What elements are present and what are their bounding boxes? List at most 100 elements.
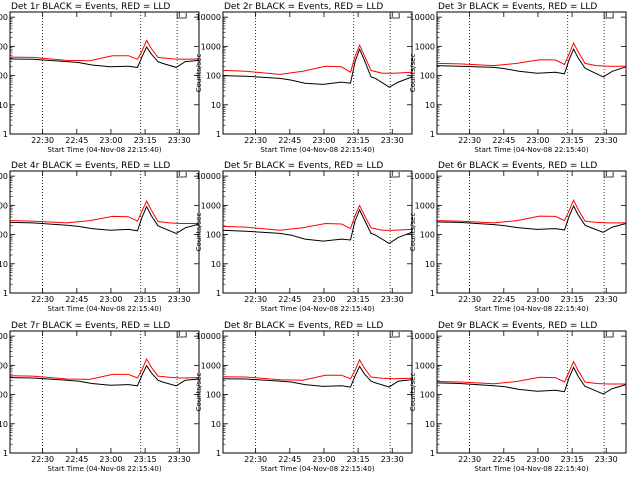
x-tick-label: 22:45: [492, 136, 515, 145]
y-tick-label: 1000: [201, 42, 221, 51]
panel-det-9r: Det 9r BLACK = Events, RED = LLD 1 10 100 10…: [409, 321, 627, 473]
y-axis-label: Counts/sec: [409, 54, 417, 93]
y-axis-label: Counts/sec: [195, 213, 203, 252]
series-events-line: [436, 366, 627, 395]
x-tick-label: 22:30: [31, 295, 54, 304]
y-tick-label: 100: [206, 231, 221, 240]
y-tick-label: 1: [3, 130, 8, 139]
top-bracket-marker: [603, 13, 614, 19]
y-tick-label: 1: [216, 449, 221, 458]
panel-det-3r: Det 3r BLACK = Events, RED = LLD 1 10 100 10…: [409, 2, 627, 154]
panel-det-6r: Det 6r BLACK = Events, RED = LLD 1 10 100 10…: [409, 161, 627, 313]
top-bracket-marker: [389, 13, 400, 19]
y-tick-label: 1: [216, 289, 221, 298]
x-tick-label: 22:45: [492, 295, 515, 304]
series-events-line: [222, 47, 413, 88]
x-tick-label: 22:30: [458, 455, 481, 464]
x-axis-label: Start Time (04-Nov-08 22:15:40): [47, 146, 161, 154]
x-tick-label: 23:30: [381, 295, 404, 304]
series-lld-line: [222, 204, 413, 231]
x-axis-label: Start Time (04-Nov-08 22:15:40): [260, 465, 374, 473]
x-tick-label: 22:30: [244, 295, 267, 304]
x-tick-label: 23:30: [381, 455, 404, 464]
y-tick-label: 10: [0, 101, 8, 110]
y-tick-label: 100: [420, 231, 435, 240]
y-tick-label: 1000: [0, 361, 8, 370]
x-tick-label: 23:15: [561, 136, 584, 145]
x-tick-label: 23:00: [526, 295, 549, 304]
plot-frame: [9, 330, 200, 454]
x-tick-label: 23:00: [312, 455, 335, 464]
panel-title: Det 1r BLACK = Events, RED = LLD: [11, 2, 170, 12]
y-tick-label: 10: [211, 260, 221, 269]
y-tick-label: 1000: [0, 201, 8, 210]
x-tick-label: 23:15: [134, 455, 157, 464]
x-tick-label: 22:30: [31, 455, 54, 464]
y-tick-label: 10000: [0, 172, 8, 181]
plot-frame: [436, 170, 627, 294]
x-tick-label: 23:30: [168, 455, 191, 464]
series-lld-line: [436, 360, 626, 385]
x-axis-label: Start Time (04-Nov-08 22:15:40): [474, 305, 588, 313]
y-tick-label: 10000: [0, 332, 8, 341]
x-tick-label: 23:15: [134, 295, 157, 304]
x-tick-label: 23:15: [347, 455, 370, 464]
y-axis-label: Counts/sec: [195, 54, 203, 93]
x-axis-label: Start Time (04-Nov-08 22:15:40): [474, 146, 588, 154]
plot-frame: [436, 330, 627, 454]
x-tick-label: 23:15: [134, 136, 157, 145]
x-tick-label: 22:45: [278, 295, 301, 304]
plot-frame: [222, 330, 413, 454]
x-axis-label: Start Time (04-Nov-08 22:15:40): [47, 305, 161, 313]
x-tick-label: 23:30: [595, 136, 618, 145]
panel-det-1r: Det 1r BLACK = Events, RED = LLD 1 10 100 10…: [0, 2, 200, 154]
x-axis-label: Start Time (04-Nov-08 22:15:40): [260, 305, 374, 313]
x-tick-label: 23:30: [168, 295, 191, 304]
top-bracket-marker: [176, 172, 187, 178]
y-tick-label: 100: [420, 72, 435, 81]
x-tick-label: 23:30: [595, 295, 618, 304]
x-tick-label: 23:00: [99, 295, 122, 304]
y-tick-label: 1: [430, 289, 435, 298]
panel-det-7r: Det 7r BLACK = Events, RED = LLD 1 10 100 10…: [0, 321, 200, 473]
y-tick-label: 10000: [0, 13, 8, 22]
y-tick-label: 10000: [410, 13, 435, 22]
x-tick-label: 22:30: [458, 136, 481, 145]
x-tick-label: 22:30: [458, 295, 481, 304]
panel-title: Det 2r BLACK = Events, RED = LLD: [224, 2, 383, 12]
panel-title: Det 7r BLACK = Events, RED = LLD: [11, 321, 170, 331]
series-events-line: [436, 48, 627, 78]
x-tick-label: 23:15: [561, 295, 584, 304]
x-tick-label: 22:45: [65, 295, 88, 304]
x-axis-label: Start Time (04-Nov-08 22:15:40): [260, 146, 374, 154]
series-lld-line: [222, 43, 413, 75]
y-tick-label: 1000: [201, 201, 221, 210]
y-tick-label: 1: [3, 449, 8, 458]
x-axis-label: Start Time (04-Nov-08 22:15:40): [47, 465, 161, 473]
x-tick-label: 23:30: [168, 136, 191, 145]
x-tick-label: 23:00: [312, 295, 335, 304]
x-tick-label: 23:00: [526, 136, 549, 145]
plot-frame: [9, 11, 200, 135]
top-bracket-marker: [176, 332, 187, 338]
series-events-line: [9, 45, 200, 68]
y-tick-label: 100: [206, 391, 221, 400]
y-tick-label: 1000: [415, 361, 435, 370]
y-tick-label: 1000: [0, 42, 8, 51]
y-tick-label: 100: [206, 72, 221, 81]
y-tick-label: 1: [430, 130, 435, 139]
top-bracket-marker: [389, 172, 400, 178]
x-tick-label: 22:30: [31, 136, 54, 145]
x-tick-label: 22:45: [65, 136, 88, 145]
plot-frame: [222, 11, 413, 135]
top-bracket-marker: [603, 172, 614, 178]
x-tick-label: 23:15: [561, 455, 584, 464]
y-axis-label: Counts/sec: [409, 213, 417, 252]
x-tick-label: 23:30: [381, 136, 404, 145]
y-tick-label: 10000: [196, 332, 221, 341]
y-tick-label: 10: [0, 420, 8, 429]
series-events-line: [222, 208, 413, 244]
x-tick-label: 22:45: [65, 455, 88, 464]
panel-det-4r: Det 4r BLACK = Events, RED = LLD 1 10 100 10…: [0, 161, 200, 313]
x-tick-label: 22:45: [278, 455, 301, 464]
